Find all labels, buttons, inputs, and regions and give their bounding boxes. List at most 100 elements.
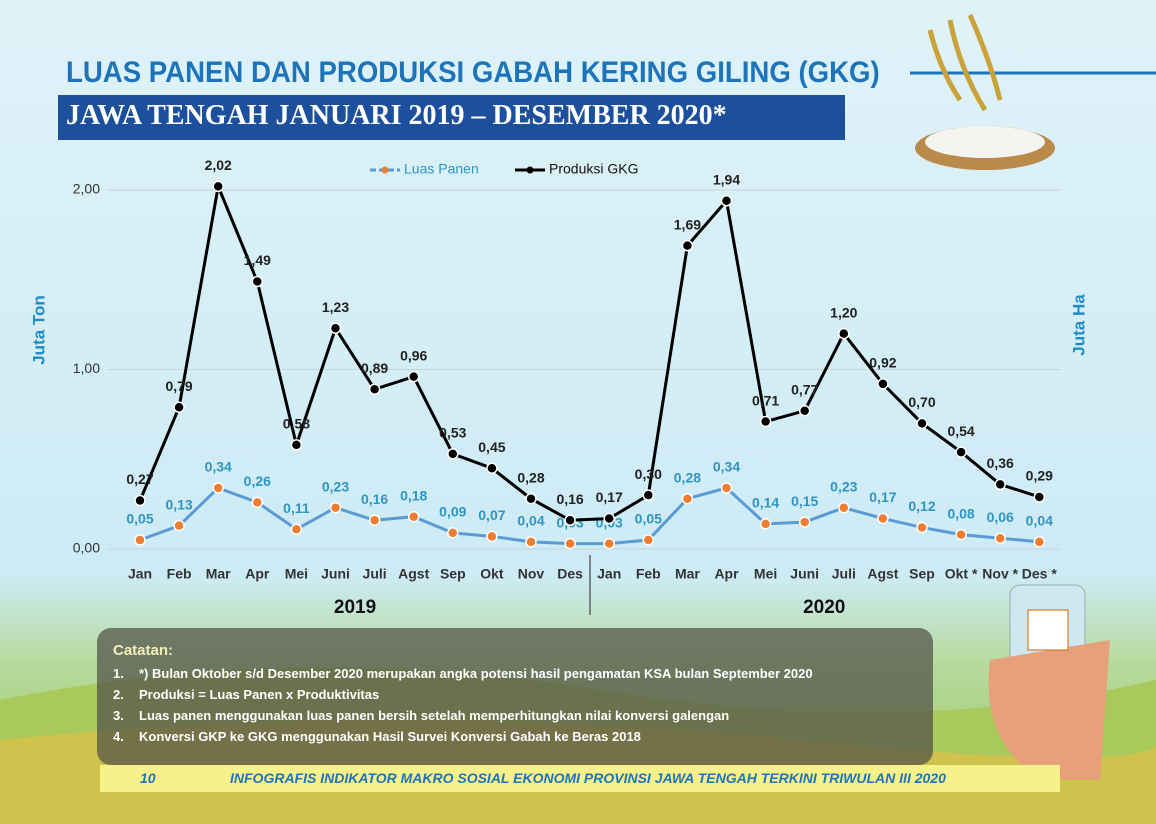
marker (447, 448, 459, 460)
value-label: 1,23 (322, 299, 349, 315)
subtitle: JAWA TENGAH JANUARI 2019 – DESEMBER 2020… (66, 100, 727, 131)
value-label: 0,58 (283, 416, 310, 432)
value-label: 1,20 (830, 304, 857, 320)
value-label: 1,69 (674, 216, 701, 232)
value-label: 0,17 (869, 489, 896, 505)
note-item: 2. Produksi = Luas Panen x Produktivitas (113, 687, 379, 702)
logo (1027, 609, 1069, 651)
value-label: 0,07 (478, 507, 505, 523)
value-label: 0,06 (987, 509, 1014, 525)
value-label: 0,36 (987, 455, 1014, 471)
marker (525, 536, 537, 548)
marker (720, 482, 733, 494)
marker (642, 489, 655, 501)
value-label: 0,12 (908, 498, 935, 514)
marker (838, 327, 850, 340)
marker (407, 370, 420, 383)
value-label: 0,11 (283, 500, 310, 516)
x-tick-label: Juli (832, 566, 856, 582)
marker (329, 501, 342, 514)
x-tick-label: Feb (636, 566, 661, 582)
marker (955, 528, 967, 541)
value-label: 0,13 (165, 496, 192, 512)
value-label: 0,71 (752, 392, 779, 408)
value-label: 0,53 (439, 425, 466, 441)
series-line (138, 181, 1040, 522)
note-number: 1. (113, 666, 124, 681)
chart: Juta Ton Juta Ha 0,00 1,00 2,00 Jan Feb Mar Ap… (29, 157, 1088, 618)
value-label: 0,15 (791, 493, 818, 509)
x-tick-label: Feb (167, 566, 192, 582)
value-label: 0,30 (635, 466, 662, 482)
value-label: 0,16 (556, 491, 583, 507)
rice-stalk (927, 13, 1003, 112)
y-tick-label: 0,00 (73, 540, 100, 556)
x-tick-label: Des (557, 566, 583, 582)
y-tick-label: 1,00 (73, 360, 100, 376)
note-item: 4. Konversi GKP ke GKG menggunakan Hasil … (113, 729, 641, 744)
value-label: 0,45 (478, 439, 505, 455)
marker (955, 446, 967, 458)
x-tick-label: Jan (128, 566, 152, 582)
marker (564, 514, 576, 527)
value-label: 0,54 (947, 423, 974, 439)
marker (1033, 491, 1046, 503)
value-label: 0,77 (791, 381, 818, 397)
x-tick-label: Mei (754, 566, 777, 582)
note-number: 3. (113, 708, 124, 723)
value-label: 0,92 (869, 355, 896, 371)
marker (642, 534, 655, 546)
marker (134, 534, 146, 546)
value-label: 0,16 (361, 491, 388, 507)
notes-heading: Catatan: (113, 642, 174, 659)
value-label: 0,79 (165, 378, 192, 394)
note-number: 4. (113, 729, 124, 744)
legend-label: Produksi GKG (549, 161, 638, 177)
value-label: 0,14 (752, 495, 779, 511)
note-item: 3. Luas panen menggunakan luas panen bers… (113, 708, 729, 723)
marker (290, 523, 303, 536)
marker (994, 532, 1006, 544)
x-tick-label: Agst (398, 566, 429, 582)
marker (212, 180, 224, 193)
x-tick-label: Agst (867, 566, 898, 582)
legend-marker (381, 166, 389, 174)
note-text: *) Bulan Oktober s/d Desember 2020 merup… (139, 666, 813, 681)
x-tick-label: Juli (363, 566, 387, 582)
value-label: 0,04 (1026, 513, 1053, 529)
x-tick-label: Apr (245, 566, 270, 582)
marker (407, 510, 420, 523)
marker (251, 275, 264, 288)
marker (173, 519, 185, 532)
hand (988, 640, 1110, 780)
x-tick-label: Apr (714, 566, 739, 582)
marker (368, 514, 381, 527)
marker (798, 516, 811, 528)
value-label: 1,94 (713, 171, 740, 187)
marker (486, 530, 498, 543)
x-tick-label: Juni (321, 566, 350, 582)
footer-text: INFOGRAFIS INDIKATOR MAKRO SOSIAL EKONOM… (230, 770, 946, 786)
value-label: 0,08 (947, 505, 974, 521)
subtitle-bar (58, 95, 845, 140)
value-label: 2,02 (205, 157, 232, 173)
value-label: 1,49 (244, 252, 271, 268)
marker (134, 494, 146, 507)
value-label: 0,23 (830, 478, 857, 494)
note-text: Produksi = Luas Panen x Produktivitas (139, 687, 380, 702)
y-axis-label: Juta Ton (29, 295, 48, 365)
page-number: 10 (140, 770, 156, 786)
value-label: 0,05 (635, 511, 662, 527)
year-label: 2020 (803, 597, 845, 618)
value-label: 0,34 (205, 459, 232, 475)
x-tick-label: Sep (909, 566, 935, 582)
series-line (139, 486, 1040, 546)
marker (838, 501, 850, 514)
value-label: 0,26 (244, 473, 271, 489)
value-label: 0,96 (400, 347, 427, 363)
marker (1033, 536, 1046, 548)
marker (681, 492, 694, 505)
year-label: 2019 (334, 597, 376, 618)
x-tick-label: Juni (790, 566, 819, 582)
footer: 10 INFOGRAFIS INDIKATOR MAKRO SOSIAL EKO… (100, 765, 1060, 792)
